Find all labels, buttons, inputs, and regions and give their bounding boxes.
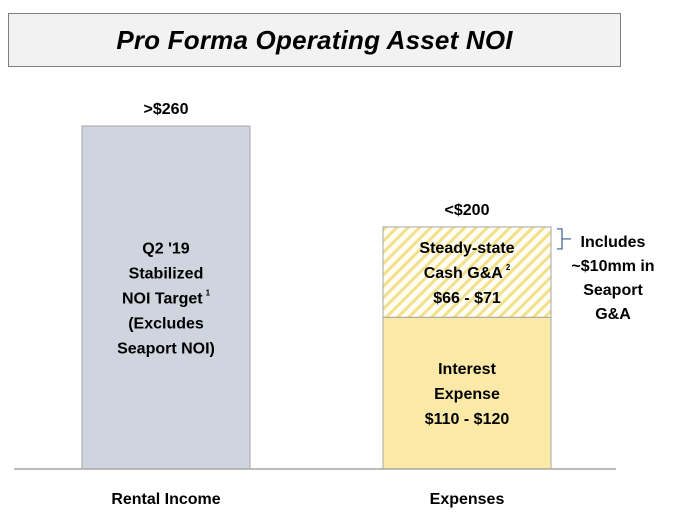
- chart-title-box: Pro Forma Operating Asset NOI: [8, 13, 621, 67]
- segment-label-line: Steady-state: [419, 240, 514, 257]
- bar-segment-1-0: [382, 316, 552, 470]
- segment-label-line: Interest: [438, 361, 496, 378]
- segment-label-line: Expense: [434, 386, 500, 403]
- annotation-bracket: [557, 228, 571, 250]
- chart-title: Pro Forma Operating Asset NOI: [116, 24, 513, 55]
- segment-label-line: Cash G&A 2: [424, 263, 511, 282]
- category-label: Expenses: [430, 491, 505, 508]
- segment-label-line: Stabilized: [129, 266, 204, 283]
- segment-label-line: NOI Target 1: [122, 289, 211, 308]
- category-label: Rental Income: [111, 491, 220, 508]
- segment-label-line: (Excludes: [128, 316, 204, 333]
- bar-total-label: <$200: [445, 202, 490, 219]
- annotation-line: Seaport: [583, 282, 643, 299]
- footnote-superscript: 1: [206, 289, 211, 298]
- bar-segment-1-1: [382, 226, 552, 318]
- annotation-line: G&A: [595, 306, 631, 323]
- segment-label-line: $110 - $120: [425, 411, 510, 428]
- bar-segment-0-0: [81, 125, 251, 470]
- annotation-line: Includes: [581, 234, 646, 251]
- annotation-line: ~$10mm in: [571, 258, 654, 275]
- segment-label-line: Seaport NOI): [117, 341, 215, 358]
- segment-label-line: Q2 '19: [142, 241, 189, 258]
- bar-total-label: >$260: [144, 101, 189, 118]
- segment-label-line: $66 - $71: [433, 290, 501, 307]
- footnote-superscript: 2: [506, 263, 511, 272]
